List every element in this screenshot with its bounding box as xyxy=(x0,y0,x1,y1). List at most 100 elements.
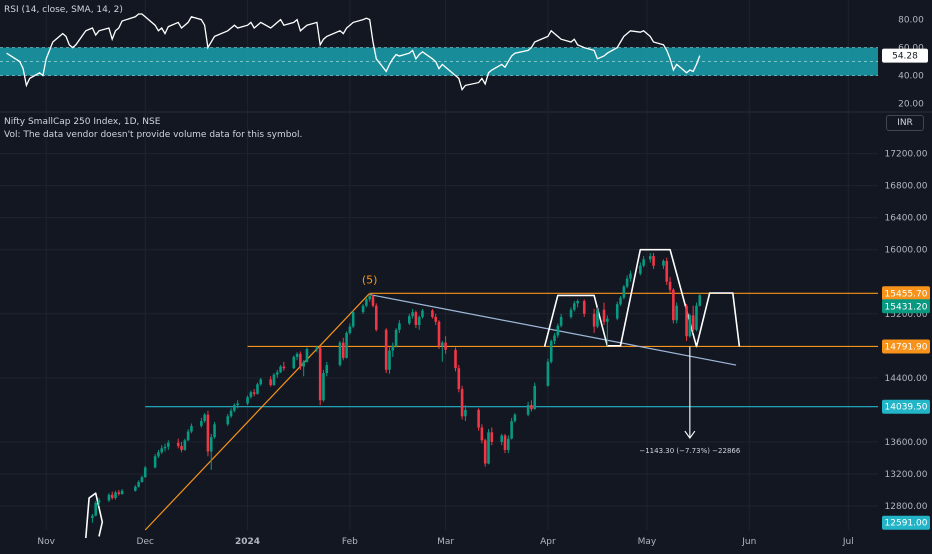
candle-body xyxy=(160,448,164,453)
time-tick-label: Mar xyxy=(437,537,454,547)
candle-body xyxy=(252,392,256,394)
candle-body xyxy=(434,316,437,322)
candle-body xyxy=(282,366,286,369)
candle-body xyxy=(441,342,444,346)
candle-body xyxy=(114,492,117,498)
candle-body xyxy=(315,347,319,350)
candle-body xyxy=(299,353,302,367)
candle-body xyxy=(573,303,576,310)
candle-body xyxy=(368,296,371,300)
candle-body xyxy=(305,349,309,362)
candle-body xyxy=(163,446,167,449)
price-label: 15455.70 xyxy=(885,289,928,299)
candle-body xyxy=(206,414,210,452)
price-tick-label: 13200.00 xyxy=(885,470,928,480)
candle-body xyxy=(625,278,629,287)
overlay-layer: (5) −1143.30 (−7.73%) −22866 xyxy=(362,273,741,455)
symbol-title[interactable]: Nifty SmallCap 250 Index, 1D, NSE xyxy=(4,117,161,127)
candle-body xyxy=(345,332,348,358)
candle-body xyxy=(546,361,550,386)
candle-body xyxy=(431,310,434,317)
time-tick-label: May xyxy=(638,537,657,547)
candle-body xyxy=(246,397,249,404)
candle-body xyxy=(622,286,626,298)
candle-body xyxy=(500,435,504,442)
candle-body xyxy=(530,405,533,410)
candle-body xyxy=(648,256,652,260)
candle-body xyxy=(120,490,124,494)
candle-body xyxy=(153,456,157,468)
candle-body xyxy=(110,494,114,498)
price-label-box xyxy=(882,399,930,414)
candle-body xyxy=(226,416,230,425)
candle-body xyxy=(292,357,296,369)
time-axis: Nov Dec 2024 Feb Mar Apr May Jun Jul xyxy=(37,537,853,547)
candle-body xyxy=(629,273,632,279)
candle-body xyxy=(325,365,329,374)
candle-body xyxy=(137,481,140,487)
candle-body xyxy=(460,389,464,417)
candle-body xyxy=(351,312,355,327)
candle-body xyxy=(256,384,259,394)
price-label: 14791.90 xyxy=(885,342,928,352)
candle-body xyxy=(576,300,579,304)
candle-body xyxy=(507,438,510,450)
candle-body xyxy=(685,305,688,337)
candle-body xyxy=(295,353,299,358)
currency-selector[interactable]: INR xyxy=(886,115,924,131)
rsi-tick-label: 20.00 xyxy=(898,100,924,110)
candle-body xyxy=(411,312,414,317)
candle-body xyxy=(559,316,563,326)
candle-body xyxy=(596,309,599,327)
candle-body xyxy=(209,437,213,452)
candle-body xyxy=(94,502,98,516)
candle-body xyxy=(213,424,216,438)
candle-layer xyxy=(91,252,702,523)
time-tick-label: Jun xyxy=(741,537,756,547)
candle-body xyxy=(615,304,619,319)
drawing-layer xyxy=(85,248,878,539)
price-tick-label: 14400.00 xyxy=(885,374,928,384)
candle-body xyxy=(338,342,342,366)
price-label: 12591.00 xyxy=(885,519,928,529)
price-tick-label: 16000.00 xyxy=(885,246,928,256)
candle-body xyxy=(365,299,368,306)
candle-body xyxy=(662,260,665,266)
candle-body xyxy=(619,297,622,305)
candle-body xyxy=(371,296,375,306)
candle-body xyxy=(407,316,411,324)
candle-body xyxy=(414,312,418,325)
candle-body xyxy=(341,342,345,358)
candle-body xyxy=(477,409,480,428)
candle-body xyxy=(200,421,203,426)
candle-body xyxy=(140,477,144,482)
rsi-tick-label: 60.00 xyxy=(898,44,924,54)
candle-body xyxy=(675,305,678,321)
candle-body xyxy=(275,372,279,375)
rsi-indicator-label[interactable]: RSI (14, close, SMA, 14, 2) xyxy=(4,5,123,15)
candle-body xyxy=(143,467,147,478)
wave-label: (5) xyxy=(362,273,378,286)
candle-body xyxy=(642,259,645,266)
candle-body xyxy=(533,385,537,410)
rsi-tick-label: 80.00 xyxy=(898,16,924,26)
price-label: 15431.20 xyxy=(885,302,928,312)
candle-body xyxy=(186,431,190,441)
candle-body xyxy=(302,361,305,367)
candle-body xyxy=(526,405,530,415)
candle-body xyxy=(361,305,365,313)
grid-layer xyxy=(0,0,932,530)
candle-body xyxy=(388,350,391,370)
trendline xyxy=(144,292,371,531)
rsi-tick-label: 40.00 xyxy=(898,72,924,82)
candle-body xyxy=(483,440,487,464)
candle-body xyxy=(318,347,322,401)
candle-body xyxy=(157,452,160,457)
candle-body xyxy=(513,414,517,422)
candle-body xyxy=(691,315,695,330)
candle-body xyxy=(503,435,507,450)
candle-body xyxy=(695,305,698,330)
candle-body xyxy=(249,392,253,398)
